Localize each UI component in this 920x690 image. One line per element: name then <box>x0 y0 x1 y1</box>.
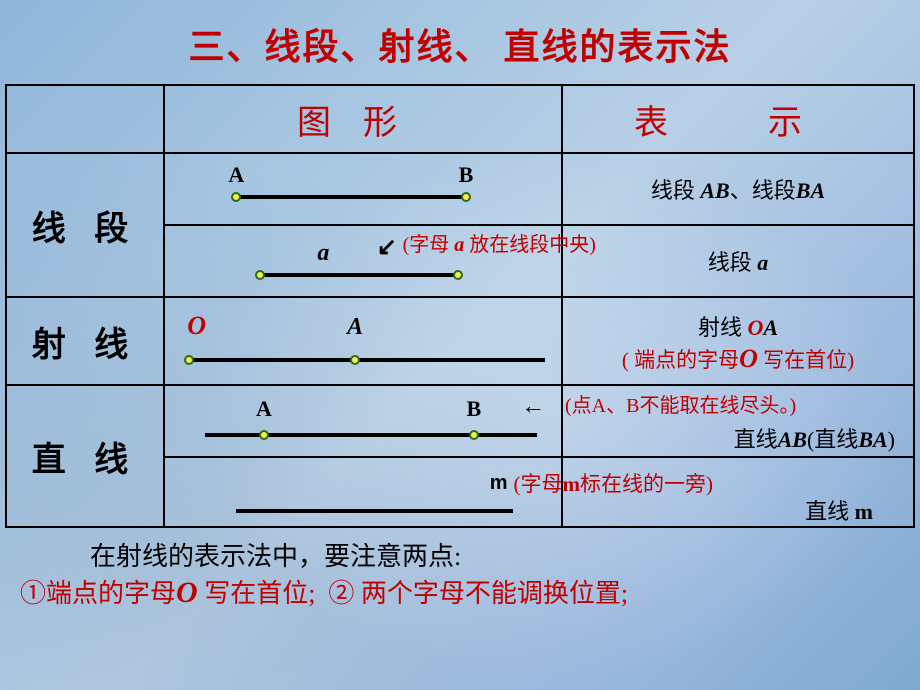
ray-label: 射 线 <box>6 297 164 385</box>
segment-r1-inner: A B <box>165 154 561 224</box>
ray-label-a: A <box>347 314 363 341</box>
segment-row-1: 线 段 A B 线段 AB、线段BA <box>6 153 914 225</box>
footer: 在射线的表示法中，要注意两点: ①端点的字母O 写在首位; ② 两个字母不能调换… <box>0 528 920 610</box>
line-r2-label-m: m <box>490 472 508 495</box>
line-r2-notation: 直线 m <box>562 457 914 527</box>
line-r1-label-a: A <box>256 396 272 422</box>
line-r2-nota-prefix: 直线 <box>805 499 855 524</box>
seg-nota-prefix1: 线段 <box>651 178 701 203</box>
ray-inner: O A <box>165 298 561 384</box>
seg-r2-note-a: a <box>454 234 464 256</box>
line-r1-diagram: A B ← <box>164 385 562 457</box>
segment-r1-notation: 线段 AB、线段BA <box>562 153 914 225</box>
ray-nota-o: O <box>747 315 763 340</box>
segment-r2-diagram: a ↙ (字母 a 放在线段中央) <box>164 225 562 297</box>
ray-nota-prefix: 射线 <box>698 315 748 340</box>
line-r2-notation-text: 直线 m <box>563 458 913 526</box>
line-r2-line <box>236 509 513 513</box>
ray-label-o: O <box>187 311 206 341</box>
segment-r1-line <box>236 195 466 199</box>
segment-r2-dot-r <box>453 270 463 280</box>
segment-r1-dot-b <box>461 192 471 202</box>
segment-r1-label-b: B <box>459 162 474 188</box>
segment-r2-inner: a ↙ (字母 a 放在线段中央) <box>165 226 561 296</box>
seg-nota-prefix2: 线段 <box>752 178 796 203</box>
ray-notation: 射线 OA ( 端点的字母O 写在首位) <box>562 297 914 385</box>
segment-r2-dot-l <box>255 270 265 280</box>
header-diagram: 图形 <box>164 85 562 153</box>
line-r1-line <box>205 433 538 437</box>
line-r1-ab: AB <box>778 427 807 452</box>
footer-line2: ①端点的字母O 写在首位; ② 两个字母不能调换位置; <box>20 573 900 610</box>
segment-r2-line <box>260 273 458 277</box>
segment-r1-notation-text: 线段 AB、线段BA <box>563 173 913 205</box>
ray-note: ( 端点的字母O 写在首位) <box>563 342 913 378</box>
line-r1-notation: (点A、B不能取在线尽头。) 直线AB(直线BA) <box>562 385 914 457</box>
ray-dot-o <box>184 355 194 365</box>
segment-label: 线 段 <box>6 153 164 297</box>
segment-r2-label-a: a <box>317 240 329 267</box>
line-r1-arrow-icon: ← <box>521 394 545 421</box>
line-label: 直 线 <box>6 385 164 527</box>
segment-r2-notation-text: 线段 a <box>563 245 913 277</box>
seg-nota-sep: 、 <box>730 178 752 203</box>
header-notation: 表示 <box>562 85 914 153</box>
header-blank <box>6 85 164 153</box>
seg2-nota-prefix: 线段 <box>708 250 758 275</box>
line-r1-inner: A B ← <box>165 386 561 456</box>
segment-r2-notation: 线段 a <box>562 225 914 297</box>
segment-r2-arrow-icon: ↙ <box>377 233 397 262</box>
line-r1-note: (点A、B不能取在线尽头。) <box>563 387 913 418</box>
slide-title: 三、线段、射线、 直线的表示法 <box>0 0 920 84</box>
ray-row: 射 线 O A 射线 OA ( 端点的字母O 写在首位) <box>6 297 914 385</box>
line-r2-nota-m: m <box>855 499 873 524</box>
segment-r1-label-a: A <box>228 162 244 188</box>
footer-line1: 在射线的表示法中，要注意两点: <box>20 536 900 573</box>
line-r1-dot-b <box>469 430 479 440</box>
line-r1-dot-a <box>259 430 269 440</box>
ray-dot-a <box>350 355 360 365</box>
ray-diagram: O A <box>164 297 562 385</box>
line-r2-inner: m (字母m标在线的一旁) <box>165 458 561 526</box>
ray-notation-text: 射线 OA <box>563 304 913 342</box>
segment-r1-diagram: A B <box>164 153 562 225</box>
ray-line <box>189 358 545 362</box>
line-r1-label-b: B <box>467 396 482 422</box>
ray-nota-a: A <box>763 315 778 340</box>
line-r1-ba: BA <box>858 427 887 452</box>
main-table: 图形 表示 线 段 A B 线段 AB、线段BA <box>5 84 915 528</box>
ray-note-o: O <box>739 344 758 373</box>
segment-r1-dot-a <box>231 192 241 202</box>
seg-nota-ab: AB <box>700 178 729 203</box>
seg2-nota-a: a <box>757 250 768 275</box>
line-row-1: 直 线 A B ← (点A、B不能取在线尽头。) 直线AB(直线BA) <box>6 385 914 457</box>
slide-root: 三、线段、射线、 直线的表示法 图形 表示 线 段 A B 线段 A <box>0 0 920 690</box>
line-r2-diagram: m (字母m标在线的一旁) <box>164 457 562 527</box>
footer-o: O <box>176 576 198 609</box>
seg-nota-ba: BA <box>796 178 825 203</box>
header-row: 图形 表示 <box>6 85 914 153</box>
line-r1-notation-text: 直线AB(直线BA) <box>563 418 913 456</box>
